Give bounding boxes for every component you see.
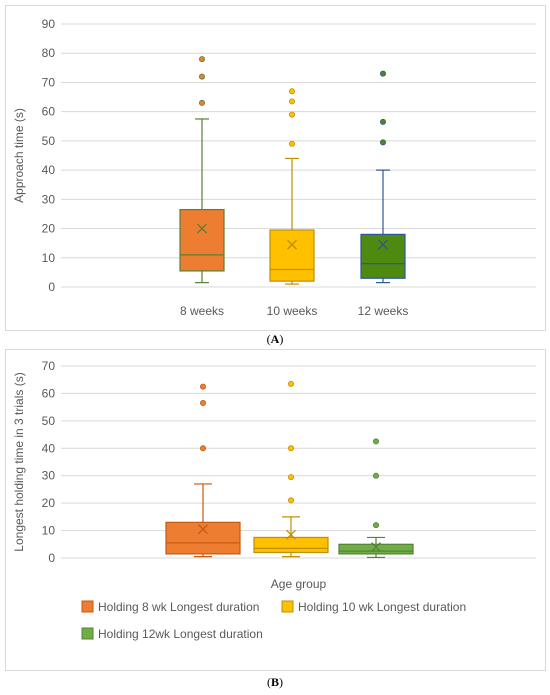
box <box>253 536 329 554</box>
outlier-point <box>287 497 294 504</box>
mean-marker <box>198 524 208 535</box>
outlier-point <box>287 445 294 452</box>
chart-panel-b: 0 10 20 30 40 50 60 70 Longest holding time in 3… <box>5 349 546 671</box>
y-tick-label: 40 <box>42 163 56 177</box>
outlier-point <box>372 472 379 479</box>
outlier-point <box>199 383 206 390</box>
outlier-point <box>198 99 205 106</box>
box <box>179 208 225 272</box>
legend-swatch <box>81 627 94 640</box>
y-tick-label: 20 <box>42 222 56 236</box>
y-tick-label: 30 <box>42 469 56 483</box>
y-tick-label: 60 <box>42 105 56 119</box>
y-tick-label: 0 <box>48 280 55 294</box>
y-tick-label: 10 <box>42 524 56 538</box>
x-category-label: 8 weeks <box>180 304 224 318</box>
y-tick-label: 70 <box>42 359 56 373</box>
box <box>269 229 315 282</box>
approach-time-box-plot: 0 10 20 30 40 50 60 70 80 90 Approach time (s) 8 we… <box>12 17 536 318</box>
legend-label: Holding 8 wk Longest duration <box>98 600 259 614</box>
outlier-point <box>288 111 295 118</box>
caption-b: (B) <box>266 675 283 689</box>
outlier-point <box>287 380 294 387</box>
y-tick-label: 0 <box>48 551 55 565</box>
box <box>338 543 414 555</box>
holding-time-box-plot: 0 10 20 30 40 50 60 70 Longest holding time in 3… <box>12 359 536 641</box>
y-tick-label: 40 <box>42 441 56 455</box>
y-axis-label: Longest holding time in 3 trials (s) <box>12 372 26 551</box>
box <box>360 233 406 279</box>
outlier-point <box>198 73 205 80</box>
outlier-point <box>198 56 205 63</box>
x-category-label: 12 weeks <box>358 304 409 318</box>
outlier-point <box>379 139 386 146</box>
legend-swatch <box>81 600 94 613</box>
outlier-point <box>199 445 206 452</box>
mean-marker <box>371 542 381 552</box>
box <box>165 521 241 555</box>
outlier-point <box>199 400 206 407</box>
outlier-point <box>372 438 379 445</box>
x-axis-label: Age group <box>271 577 327 591</box>
y-tick-label: 80 <box>42 46 56 60</box>
mean-marker <box>378 239 388 250</box>
chart-panel-a: 0 10 20 30 40 50 60 70 80 90 Approach time (s) 8 we… <box>5 5 546 331</box>
legend-label: Holding 10 wk Longest duration <box>298 600 466 614</box>
outlier-point <box>288 140 295 147</box>
mean-marker <box>197 223 207 234</box>
y-tick-label: 10 <box>42 251 56 265</box>
mean-marker <box>286 529 296 540</box>
y-tick-label: 30 <box>42 192 56 206</box>
caption-b-letter: B <box>270 675 279 689</box>
outlier-point <box>288 98 295 105</box>
y-axis-label: Approach time (s) <box>12 108 26 203</box>
y-tick-label: 60 <box>42 386 56 400</box>
y-tick-label: 50 <box>42 414 56 428</box>
caption-a-letter: A <box>270 332 280 346</box>
y-tick-label: 70 <box>42 75 56 89</box>
outlier-point <box>379 70 386 77</box>
legend-swatch <box>281 600 294 613</box>
y-tick-label: 50 <box>42 134 56 148</box>
outlier-point <box>287 474 294 481</box>
caption-a: (A) <box>266 332 284 346</box>
x-category-label: 10 weeks <box>267 304 318 318</box>
legend-label: Holding 12wk Longest duration <box>98 627 263 641</box>
y-tick-label: 90 <box>42 17 56 31</box>
outlier-point <box>372 522 379 529</box>
mean-marker <box>287 239 297 250</box>
outlier-point <box>379 118 386 125</box>
y-tick-label: 20 <box>42 496 56 510</box>
outlier-point <box>288 88 295 95</box>
